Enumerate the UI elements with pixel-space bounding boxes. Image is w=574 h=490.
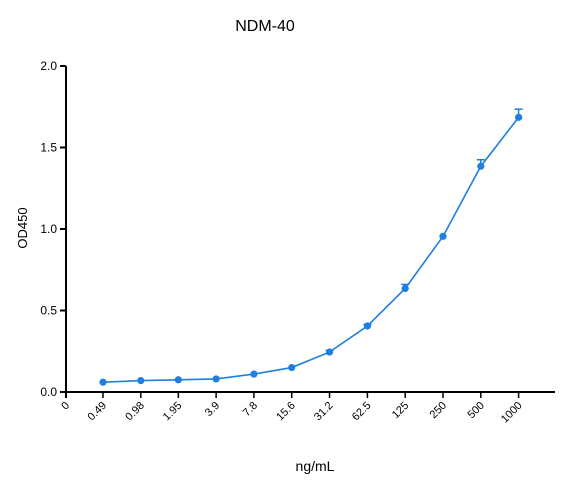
- data-point: [99, 378, 107, 386]
- y-tick-label: 2.0: [40, 59, 57, 73]
- x-tick-label: 250: [428, 400, 449, 421]
- data-point: [250, 370, 258, 378]
- y-tick-label: 1.5: [40, 141, 57, 155]
- data-point: [174, 376, 182, 384]
- x-tick-label: 500: [465, 400, 486, 421]
- x-tick-label: 31.2: [312, 400, 336, 424]
- data-marks: [99, 108, 523, 386]
- data-point: [477, 162, 485, 170]
- data-point: [137, 376, 145, 385]
- series-line: [102, 116, 520, 384]
- x-tick-label: 125: [390, 400, 411, 421]
- x-tick-label: 1.95: [161, 400, 185, 424]
- y-axis-label: OD450: [15, 207, 30, 248]
- data-point: [288, 363, 296, 372]
- y-tick-label: 0.0: [40, 385, 57, 399]
- x-tick-label: 0.98: [123, 400, 147, 424]
- data-point: [212, 375, 220, 383]
- y-tick-label: 1.0: [40, 222, 57, 236]
- x-tick-label: 62.5: [350, 400, 374, 424]
- data-point: [363, 322, 372, 330]
- data-point: [515, 113, 523, 121]
- x-tick-label: 7.8: [241, 400, 260, 419]
- x-tick-label: 0.49: [85, 400, 109, 424]
- data-point: [325, 348, 334, 356]
- axes: 0.0 0.5 1.0 1.5 2.0 0 0.49 0.98 1.95 3.9 7.8 15.6 31…: [40, 59, 555, 425]
- x-tick-label: 1000: [499, 400, 525, 426]
- x-tick-label: 15.6: [274, 400, 298, 424]
- chart-title: NDM-40: [235, 18, 295, 35]
- x-tick-label: 3.9: [203, 400, 222, 419]
- x-axis-label: ng/mL: [296, 458, 335, 474]
- y-tick-label: 0.5: [40, 304, 57, 318]
- x-tick-label: 0: [59, 400, 72, 413]
- data-point: [401, 284, 409, 293]
- data-point: [439, 232, 447, 240]
